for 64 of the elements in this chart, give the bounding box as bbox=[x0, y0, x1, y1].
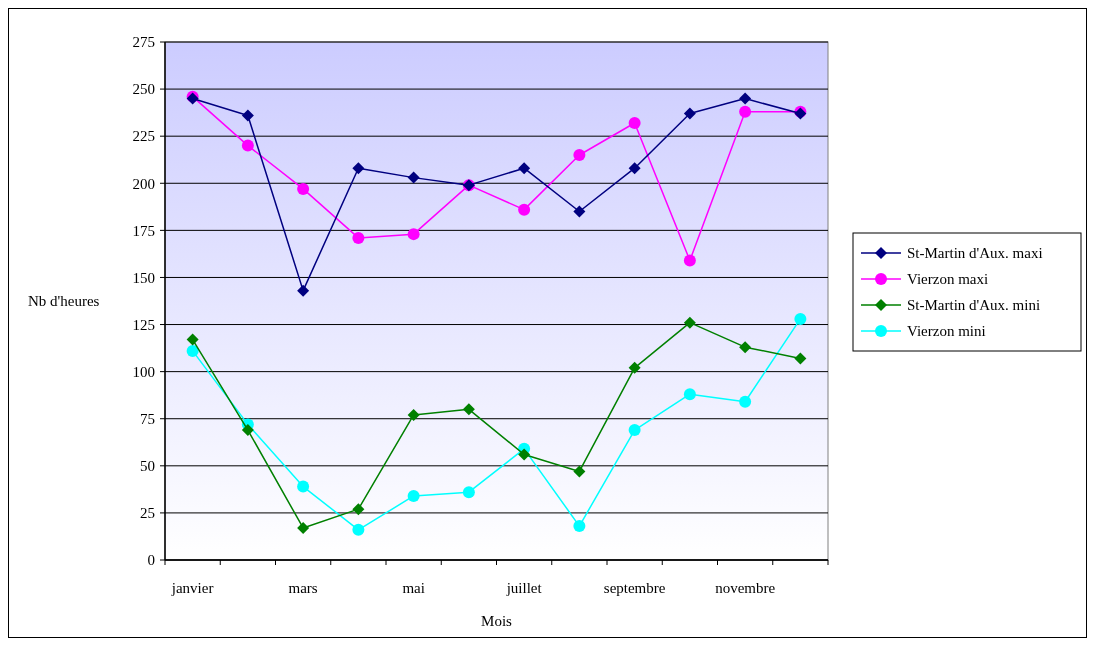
x-axis-title: Mois bbox=[481, 613, 513, 629]
y-tick-label: 150 bbox=[132, 269, 155, 286]
x-tick-label: novembre bbox=[715, 580, 776, 596]
point bbox=[628, 117, 641, 129]
point bbox=[628, 162, 641, 175]
point bbox=[297, 521, 310, 534]
y-tick-label: 225 bbox=[132, 128, 155, 145]
y-axis-title: Nb d'heures bbox=[28, 293, 100, 309]
point bbox=[628, 424, 641, 437]
point bbox=[186, 344, 199, 357]
point bbox=[407, 171, 420, 184]
point bbox=[739, 92, 752, 105]
point bbox=[186, 333, 199, 346]
y-tick-label: 75 bbox=[140, 410, 155, 427]
x-tick-label: janvier bbox=[170, 580, 214, 596]
point bbox=[297, 182, 310, 195]
point bbox=[352, 231, 365, 244]
point bbox=[462, 486, 475, 499]
point bbox=[739, 341, 752, 354]
x-tick-label: mai bbox=[402, 580, 425, 596]
point bbox=[683, 107, 696, 120]
legend-label: St-Martin d'Aux. maxi bbox=[907, 245, 1043, 262]
point bbox=[297, 480, 310, 493]
point bbox=[518, 162, 531, 175]
y-tick-label: 0 bbox=[147, 552, 155, 569]
point bbox=[407, 408, 420, 421]
point bbox=[573, 149, 586, 162]
point bbox=[407, 489, 420, 502]
point bbox=[518, 203, 531, 216]
y-tick-label: 175 bbox=[132, 222, 155, 239]
point bbox=[407, 228, 420, 241]
legend-label: St-Martin d'Aux. mini bbox=[907, 297, 1041, 314]
y-tick-label: 125 bbox=[132, 316, 155, 333]
x-tick-label: mars bbox=[288, 580, 318, 596]
point bbox=[241, 424, 254, 437]
y-tick-label: 100 bbox=[132, 363, 155, 380]
point bbox=[573, 520, 586, 533]
legend-label: Vierzon maxi bbox=[907, 271, 989, 288]
point bbox=[794, 312, 807, 325]
point bbox=[518, 448, 531, 461]
point bbox=[628, 361, 641, 374]
y-tick-label: 50 bbox=[140, 458, 155, 475]
point bbox=[573, 205, 586, 218]
point bbox=[739, 395, 752, 408]
point bbox=[739, 105, 752, 118]
y-tick-label: 25 bbox=[140, 505, 155, 522]
point bbox=[352, 162, 365, 175]
point bbox=[352, 523, 365, 536]
y-tick-label: 250 bbox=[132, 81, 155, 98]
point bbox=[573, 465, 586, 478]
point bbox=[462, 403, 475, 416]
point bbox=[794, 352, 807, 365]
legend-label: Vierzon mini bbox=[907, 323, 986, 340]
x-tick-label: juillet bbox=[505, 580, 543, 596]
point bbox=[683, 254, 696, 267]
point bbox=[297, 284, 310, 297]
y-tick-label: 200 bbox=[132, 175, 155, 192]
y-tick-label: 275 bbox=[132, 34, 155, 51]
point bbox=[352, 503, 365, 516]
x-tick-label: septembre bbox=[603, 580, 666, 596]
point bbox=[241, 139, 254, 152]
point bbox=[241, 109, 254, 122]
point bbox=[683, 388, 696, 401]
point bbox=[683, 316, 696, 329]
